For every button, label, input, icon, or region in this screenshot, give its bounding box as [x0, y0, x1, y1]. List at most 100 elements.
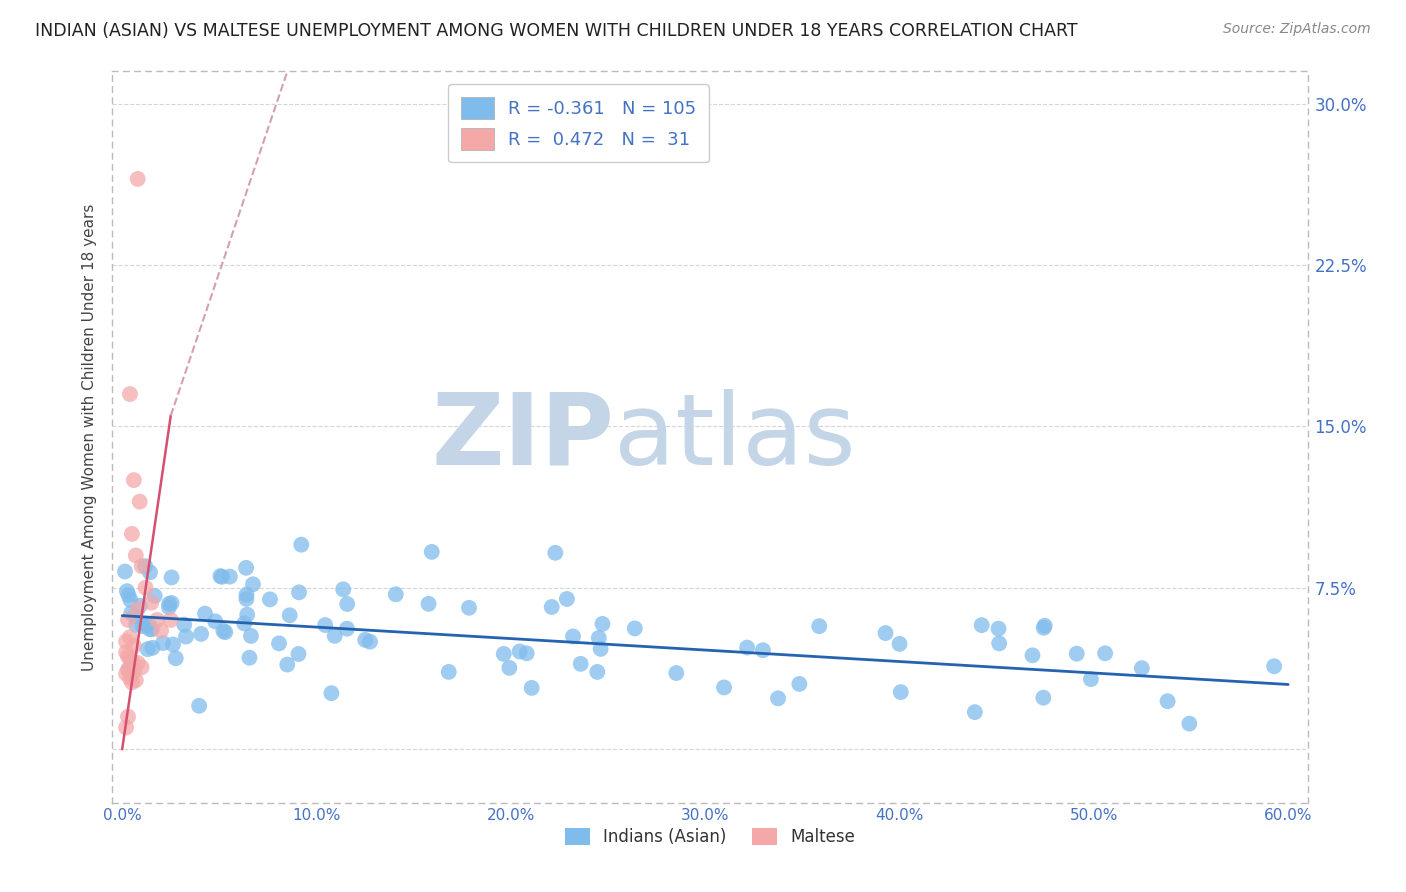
- Point: [128, 494, 150, 508]
- Point: [125, 673, 148, 688]
- Point: [1032, 690, 1054, 705]
- Text: INDIAN (ASIAN) VS MALTESE UNEMPLOYMENT AMONG WOMEN WITH CHILDREN UNDER 18 YEARS : INDIAN (ASIAN) VS MALTESE UNEMPLOYMENT A…: [35, 22, 1078, 40]
- Point: [209, 569, 232, 583]
- Point: [752, 643, 775, 657]
- Point: [131, 660, 153, 674]
- Point: [235, 588, 257, 602]
- Point: [235, 591, 257, 606]
- Point: [1066, 647, 1088, 661]
- Point: [121, 527, 143, 541]
- Point: [211, 570, 233, 584]
- Point: [134, 559, 156, 574]
- Point: [214, 625, 236, 640]
- Point: [988, 636, 1011, 650]
- Point: [332, 582, 354, 597]
- Point: [124, 609, 146, 624]
- Point: [1033, 619, 1056, 633]
- Point: [118, 663, 141, 677]
- Point: [131, 619, 153, 633]
- Point: [1130, 661, 1153, 675]
- Point: [288, 585, 311, 599]
- Point: [120, 606, 142, 620]
- Point: [323, 629, 346, 643]
- Point: [117, 649, 139, 664]
- Point: [131, 559, 153, 574]
- Point: [127, 602, 149, 616]
- Point: [122, 639, 145, 653]
- Point: [174, 630, 197, 644]
- Text: Source: ZipAtlas.com: Source: ZipAtlas.com: [1223, 22, 1371, 37]
- Point: [141, 596, 163, 610]
- Point: [588, 631, 610, 645]
- Point: [157, 600, 180, 615]
- Point: [321, 686, 343, 700]
- Point: [138, 618, 160, 632]
- Point: [173, 617, 195, 632]
- Point: [218, 569, 240, 583]
- Text: ZIP: ZIP: [432, 389, 614, 485]
- Point: [544, 546, 567, 560]
- Point: [1094, 646, 1116, 660]
- Point: [136, 642, 159, 657]
- Point: [569, 657, 592, 671]
- Point: [875, 626, 897, 640]
- Point: [458, 600, 481, 615]
- Point: [766, 691, 789, 706]
- Point: [890, 685, 912, 699]
- Point: [259, 592, 281, 607]
- Point: [160, 570, 183, 584]
- Point: [150, 624, 173, 638]
- Point: [134, 581, 156, 595]
- Point: [276, 657, 298, 672]
- Point: [498, 661, 520, 675]
- Point: [125, 549, 148, 563]
- Point: [204, 615, 226, 629]
- Point: [889, 637, 911, 651]
- Point: [157, 597, 180, 611]
- Point: [242, 577, 264, 591]
- Point: [121, 675, 143, 690]
- Point: [336, 622, 359, 636]
- Point: [238, 650, 260, 665]
- Point: [970, 618, 993, 632]
- Point: [143, 589, 166, 603]
- Point: [987, 622, 1010, 636]
- Point: [808, 619, 831, 633]
- Text: atlas: atlas: [614, 389, 856, 485]
- Point: [146, 613, 169, 627]
- Point: [1178, 716, 1201, 731]
- Point: [162, 638, 184, 652]
- Point: [118, 671, 141, 685]
- Point: [141, 622, 163, 636]
- Point: [118, 651, 141, 665]
- Point: [336, 597, 359, 611]
- Point: [562, 630, 585, 644]
- Point: [1080, 672, 1102, 686]
- Point: [267, 636, 290, 650]
- Point: [278, 608, 301, 623]
- Point: [134, 616, 156, 631]
- Point: [555, 591, 578, 606]
- Point: [117, 710, 139, 724]
- Point: [314, 618, 336, 632]
- Point: [129, 599, 152, 613]
- Point: [540, 599, 562, 614]
- Point: [139, 566, 162, 580]
- Point: [418, 597, 440, 611]
- Point: [963, 705, 986, 719]
- Point: [520, 681, 543, 695]
- Point: [115, 634, 138, 648]
- Point: [235, 561, 257, 575]
- Point: [117, 662, 139, 676]
- Point: [354, 632, 377, 647]
- Point: [122, 665, 145, 679]
- Point: [139, 622, 162, 636]
- Point: [586, 665, 609, 679]
- Point: [117, 613, 139, 627]
- Point: [665, 666, 688, 681]
- Point: [509, 644, 531, 658]
- Point: [127, 656, 149, 670]
- Point: [141, 640, 163, 655]
- Point: [420, 545, 443, 559]
- Point: [437, 665, 460, 679]
